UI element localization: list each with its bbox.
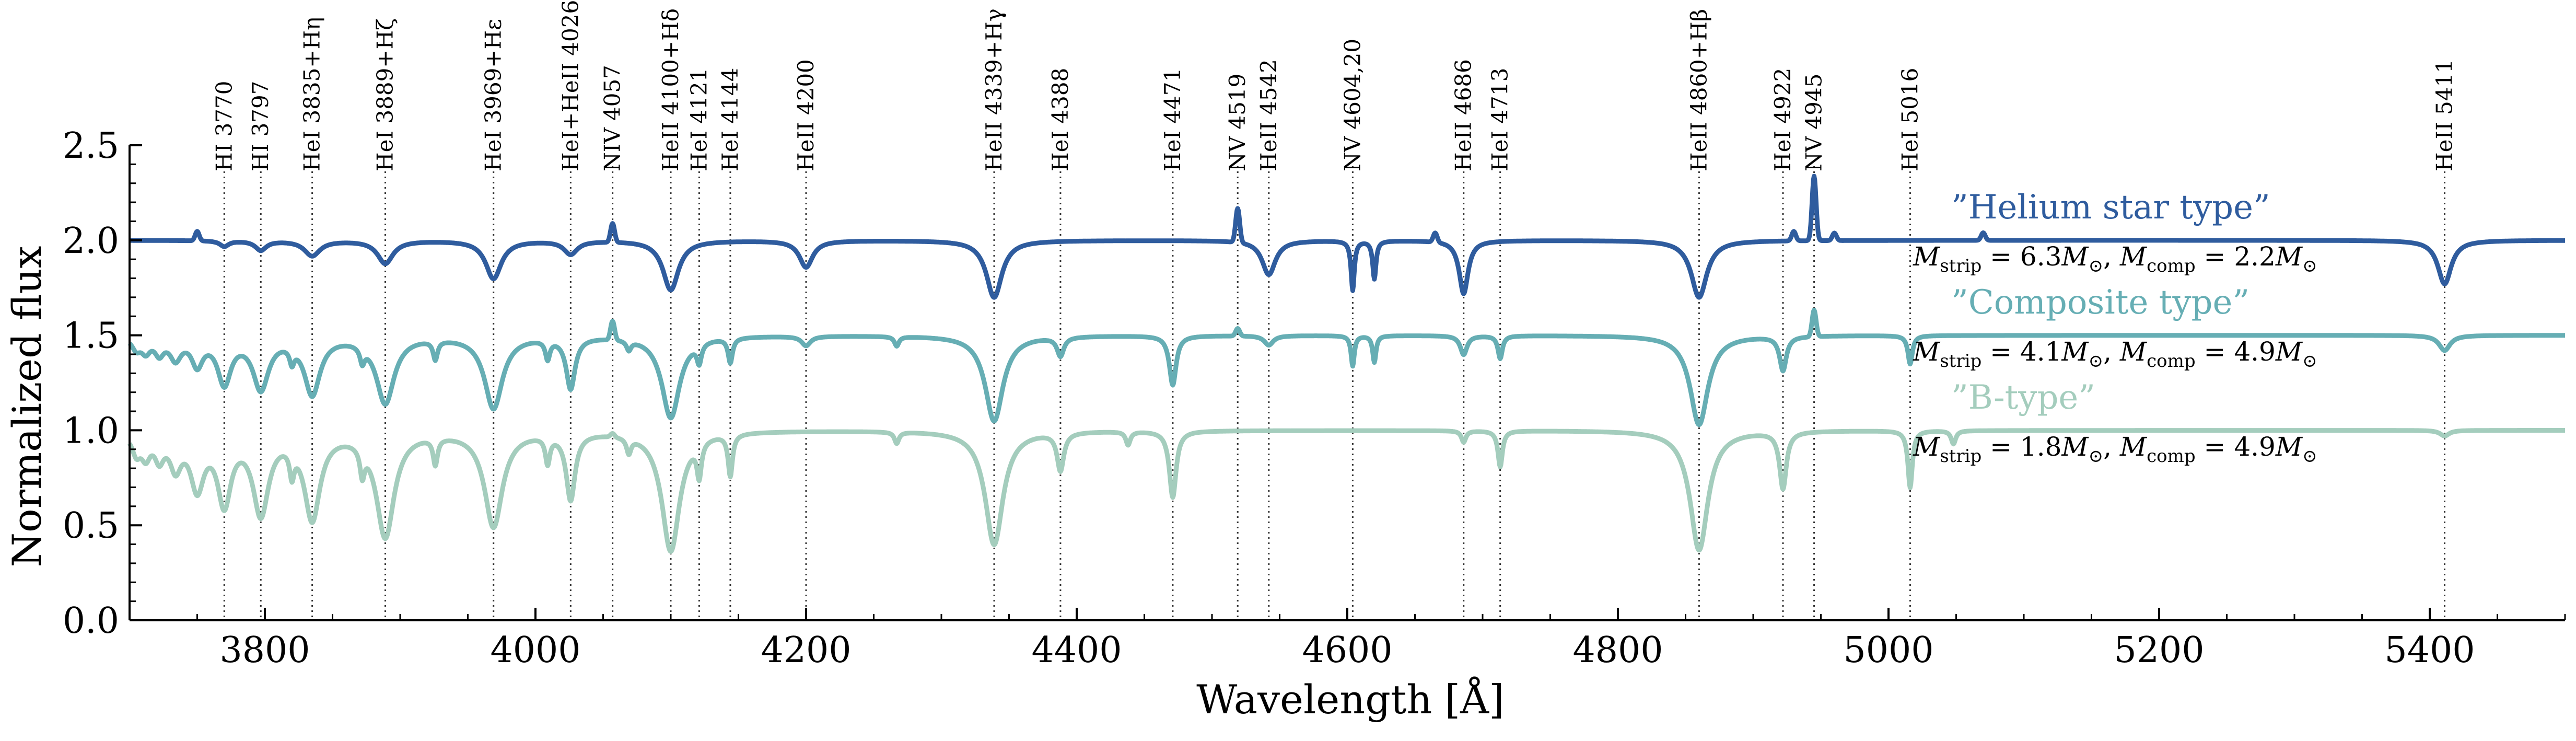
- x-tick-label: 4000: [490, 630, 580, 671]
- mass-part: strip: [1940, 351, 1981, 372]
- series-title: ”B-type”: [1951, 378, 2095, 417]
- mass-part: M: [2119, 241, 2148, 272]
- line-id-label: HeII 4542: [1256, 59, 1281, 171]
- line-id-label: HeI+HeII 4026: [557, 0, 583, 171]
- line-id-label: NV 4945: [1801, 74, 1827, 171]
- y-tick-label: 0.0: [63, 600, 119, 642]
- line-id-label: HI 3770: [211, 81, 237, 171]
- mass-part: ⊙: [2302, 446, 2317, 467]
- line-id-label: HeI 4713: [1487, 68, 1513, 171]
- line-id-label: HeI 5016: [1897, 68, 1922, 171]
- mass-part: M: [2061, 337, 2089, 367]
- series-mass-label: Mstrip = 1.8M⊙, Mcomp = 4.9M⊙: [1913, 432, 2317, 467]
- y-axis-label: Normalized flux: [4, 246, 50, 568]
- line-id-label: HeII 4339+Hγ: [981, 8, 1007, 171]
- annotation-layer: ”Helium star type” Mstrip = 6.3M⊙, Mcomp …: [1913, 188, 2317, 467]
- y-tick-label: 1.0: [63, 410, 119, 451]
- line-id-label: HeI 4922: [1770, 68, 1796, 171]
- mass-part: = 6.3: [1981, 241, 2061, 272]
- mass-part: ⊙: [2302, 351, 2317, 372]
- x-tick-label: 5200: [2114, 630, 2204, 671]
- x-tick-label: 4600: [1302, 630, 1392, 671]
- mass-part: M: [2275, 432, 2303, 462]
- mass-part: M: [2119, 432, 2148, 462]
- mass-part: strip: [1940, 446, 1981, 467]
- y-tick-label: 2.0: [63, 221, 119, 262]
- series-line-btype: [127, 428, 2567, 554]
- line-id-label: HeI 3889+Hζ: [372, 18, 398, 171]
- x-tick-label: 4400: [1031, 630, 1122, 671]
- mass-part: M: [2061, 241, 2089, 272]
- line-id-label: HeII 4100+Hδ: [658, 8, 683, 171]
- line-id-label: HeII 5411: [2431, 59, 2457, 171]
- mass-part: comp: [2147, 351, 2196, 372]
- mass-part: M: [1913, 241, 1941, 272]
- mass-part: = 4.9: [2196, 337, 2276, 367]
- series-mass-label: Mstrip = 6.3M⊙, Mcomp = 2.2M⊙: [1913, 241, 2317, 276]
- series-layer: [127, 173, 2567, 554]
- mass-part: = 4.1: [1981, 337, 2061, 367]
- line-id-label: HeI 4471: [1160, 68, 1185, 171]
- mass-part: = 4.9: [2196, 432, 2276, 462]
- mass-part: ⊙: [2089, 446, 2104, 467]
- x-tick-label: 4800: [1572, 630, 1663, 671]
- x-tick-label: 4200: [761, 630, 851, 671]
- mass-part: ,: [2103, 432, 2120, 462]
- line-id-label: NV 4519: [1225, 74, 1250, 171]
- x-tick-label: 3800: [219, 630, 310, 671]
- mass-part: ⊙: [2302, 256, 2317, 276]
- line-id-label: NIV 4057: [600, 65, 625, 171]
- x-tick-label: 5000: [1843, 630, 1933, 671]
- mass-part: = 2.2: [2196, 241, 2276, 272]
- line-id-label: HeI 4388: [1047, 68, 1073, 171]
- mass-part: = 1.8: [1981, 432, 2061, 462]
- mass-part: M: [2061, 432, 2089, 462]
- mass-part: ,: [2103, 241, 2120, 272]
- line-id-label: NV 4604,20: [1339, 39, 1365, 171]
- line-id-label: HeII 4686: [1451, 59, 1476, 171]
- line-id-label: HeI 3969+Hε: [481, 19, 506, 171]
- mass-part: comp: [2147, 446, 2196, 467]
- mass-part: ⊙: [2089, 256, 2104, 276]
- series-title: ”Helium star type”: [1951, 188, 2270, 227]
- y-tick-label: 0.5: [63, 505, 119, 547]
- x-tick-label: 5400: [2384, 630, 2475, 671]
- series-line-helium: [127, 173, 2567, 300]
- mass-part: ,: [2103, 337, 2120, 367]
- series-mass-label: Mstrip = 4.1M⊙, Mcomp = 4.9M⊙: [1913, 337, 2317, 372]
- mass-part: M: [1913, 432, 1941, 462]
- mass-part: comp: [2147, 256, 2196, 276]
- y-tick-label: 2.5: [63, 125, 119, 167]
- mass-part: M: [2119, 337, 2148, 367]
- x-axis-label: Wavelength [Å]: [1196, 676, 1504, 723]
- mass-part: M: [2275, 241, 2303, 272]
- mass-part: ⊙: [2089, 351, 2104, 372]
- mass-part: M: [2275, 337, 2303, 367]
- line-id-label: HeII 4860+Hβ: [1686, 9, 1711, 171]
- mass-part: M: [1913, 337, 1941, 367]
- axes-layer: 3800 4000 4200 4400 4600 4800 5000 5200 5400 0.0 0…: [63, 125, 2566, 671]
- mass-part: strip: [1940, 256, 1981, 276]
- series-title: ”Composite type”: [1951, 283, 2249, 322]
- line-id-label: HeII 4200: [793, 59, 819, 171]
- line-id-label: HeI 3835+Hη: [299, 17, 325, 171]
- line-id-label: HI 3797: [248, 81, 273, 171]
- line-id-label: HeI 4144: [717, 68, 743, 171]
- line-id-label: HeI 4121: [686, 68, 712, 171]
- y-tick-label: 1.5: [63, 316, 119, 357]
- line-id-markers: HI 3770 HI 3797 HeI 3835+Hη HeI 3889+Hζ HeI …: [211, 0, 2457, 620]
- series-line-composite: [127, 307, 2567, 427]
